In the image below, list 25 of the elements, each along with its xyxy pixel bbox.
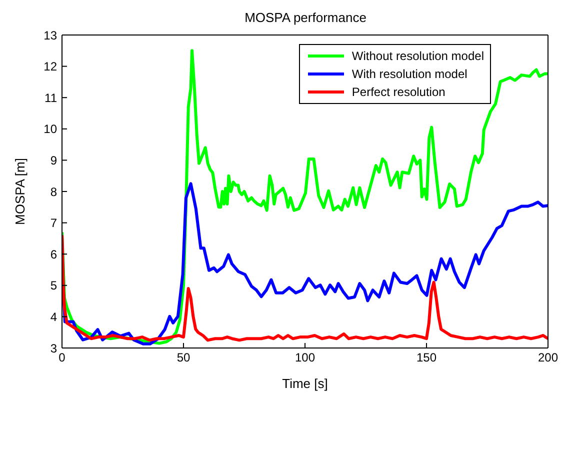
x-tick-label: 200 [538, 350, 558, 365]
x-tick-label: 100 [294, 350, 316, 365]
legend-label: Perfect resolution [352, 85, 446, 99]
y-tick-label: 10 [44, 122, 58, 136]
line-series [62, 234, 548, 342]
x-axis-title: Time [s] [282, 376, 328, 391]
legend-label: With resolution model [352, 67, 468, 81]
y-tick-label: 6 [50, 247, 58, 262]
chart-title: MOSPA performance [244, 10, 368, 25]
line-series [62, 49, 548, 345]
y-tick-label: 11 [44, 90, 58, 105]
y-tick-label: 12 [44, 60, 58, 74]
y-tick-label: 3 [50, 341, 58, 356]
y-tick-label: 9 [50, 153, 58, 168]
x-tick-label: 150 [416, 350, 437, 365]
line-series [62, 182, 548, 346]
y-tick-label: 13 [44, 28, 58, 42]
x-tick-label: 0 [58, 350, 66, 365]
y-axis-title: MOSPA [m] [12, 158, 28, 225]
y-tick-label: 7 [50, 216, 58, 230]
x-tick-label: 50 [176, 350, 190, 365]
legend-label: Without resolution model [352, 49, 484, 63]
y-tick-label: 4 [50, 310, 58, 324]
y-tick-label: 8 [50, 184, 58, 199]
y-tick-label: 5 [50, 278, 58, 293]
